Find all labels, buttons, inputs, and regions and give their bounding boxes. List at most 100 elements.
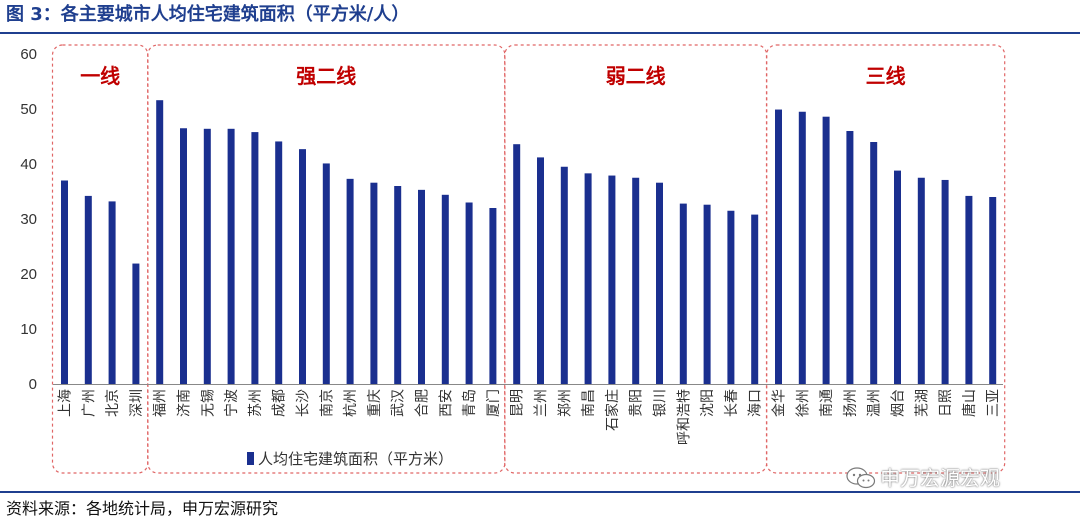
- x-tick-label: 长春: [724, 389, 740, 417]
- y-tick-label: 30: [20, 211, 37, 228]
- bar: [703, 204, 711, 384]
- bar: [584, 173, 592, 384]
- x-tick-label: 重庆: [367, 389, 383, 417]
- x-tick-label: 昆明: [510, 389, 526, 417]
- bar: [108, 201, 116, 384]
- group-box-3: [765, 44, 1006, 474]
- x-tick-label: 苏州: [248, 389, 264, 417]
- x-tick-label: 唐山: [961, 389, 978, 417]
- bar: [418, 189, 425, 384]
- bar: [61, 180, 68, 384]
- x-tick-label: 宁波: [223, 389, 240, 417]
- bar: [608, 175, 616, 384]
- x-tick-label: 石家庄: [604, 389, 621, 431]
- bar: [751, 214, 759, 384]
- bar: [132, 263, 140, 384]
- x-tick-label: 合肥: [415, 389, 431, 417]
- x-tick-label: 北京: [105, 389, 121, 417]
- x-tick-label: 沈阳: [700, 389, 716, 417]
- x-tick-label: 日照: [938, 389, 954, 417]
- group-label: 三线: [866, 64, 906, 88]
- bar: [822, 116, 830, 384]
- x-tick-label: 芜湖: [913, 389, 930, 417]
- x-tick-label: 兰州: [534, 389, 550, 417]
- x-tick-label: 银川: [653, 389, 669, 417]
- bar: [513, 144, 521, 384]
- group-box-1: [147, 44, 506, 474]
- bar: [84, 195, 92, 384]
- x-tick-label: 深圳: [129, 389, 145, 417]
- bar-chart: 一线 强二线 弱二线 三线 0 10 20 30 40 50 60 上海 广州 北京 深圳 福州 济南 无锡 宁波苏…: [20, 44, 1006, 474]
- group-label: 一线: [80, 64, 120, 88]
- bar: [656, 182, 663, 384]
- bar: [322, 163, 330, 384]
- bar: [965, 195, 973, 384]
- x-tick-label: 福州: [153, 389, 169, 417]
- y-tick-label: 0: [29, 376, 37, 393]
- x-tick-label: 扬州: [843, 389, 859, 417]
- bar: [846, 131, 854, 384]
- bar: [560, 166, 568, 384]
- bar: [227, 128, 235, 384]
- y-tick-label: 50: [20, 101, 37, 118]
- x-tick-label: 长沙: [296, 389, 312, 417]
- title-rule: [0, 32, 1080, 34]
- bar: [156, 100, 164, 384]
- group-label: 强二线: [296, 64, 356, 88]
- legend-swatch: [247, 452, 254, 465]
- bar: [251, 132, 259, 384]
- bar: [632, 177, 640, 384]
- footer-rule: [0, 491, 1080, 493]
- bar: [941, 179, 949, 384]
- wechat-icon: [846, 467, 876, 489]
- x-tick-label: 武汉: [391, 389, 407, 417]
- x-tick-label: 徐州: [795, 389, 811, 417]
- bar: [441, 194, 449, 384]
- bar: [989, 197, 997, 384]
- bar: [775, 109, 782, 385]
- y-tick-label: 40: [20, 156, 37, 173]
- bar: [203, 128, 211, 384]
- x-tick-label: 海口: [748, 389, 764, 417]
- x-tick-label: 杭州: [343, 389, 359, 417]
- x-tick-label: 三亚: [986, 389, 1002, 417]
- group-label: 弱二线: [606, 64, 666, 88]
- x-tick-label: 广州: [81, 389, 97, 417]
- bar: [346, 178, 354, 384]
- x-tick-label: 成都: [272, 389, 288, 417]
- x-tick-label: 烟台: [891, 389, 907, 417]
- x-tick-label: 郑州: [557, 389, 573, 417]
- y-tick-label: 10: [20, 321, 37, 338]
- bar: [679, 203, 687, 384]
- source-note: 资料来源：各地统计局，申万宏源研究: [6, 499, 279, 518]
- x-tick-label: 青岛: [462, 389, 478, 417]
- bar: [798, 111, 806, 384]
- x-tick-label: 上海: [58, 389, 74, 417]
- bar: [394, 186, 402, 384]
- x-tick-label: 金华: [772, 389, 788, 417]
- x-tick-label: 南通: [819, 389, 835, 417]
- x-tick-label: 厦门: [486, 389, 502, 417]
- bar: [275, 141, 283, 384]
- x-tick-label: 南京: [319, 389, 335, 417]
- watermark-text: 申万宏源宏观: [880, 466, 1000, 490]
- x-tick-label: 西安: [438, 389, 454, 417]
- x-tick-label: 呼和浩特: [676, 389, 692, 445]
- y-tick-label: 60: [20, 46, 37, 63]
- y-tick-label: 20: [20, 266, 37, 283]
- bar: [727, 210, 735, 384]
- x-tick-label: 贵阳: [629, 389, 645, 417]
- bar: [870, 142, 878, 384]
- x-tick-label: 南昌: [581, 389, 597, 417]
- x-tick-label: 济南: [177, 389, 193, 417]
- x-tick-label: 温州: [867, 389, 883, 417]
- bar: [917, 177, 925, 384]
- chart-title: 图 3：各主要城市人均住宅建筑面积（平方米/人）: [6, 4, 410, 25]
- bar: [894, 170, 901, 384]
- bar: [299, 149, 306, 384]
- bar: [180, 128, 187, 384]
- bar: [537, 157, 544, 384]
- bar: [489, 208, 497, 384]
- x-tick-label: 无锡: [200, 389, 216, 417]
- bar: [465, 202, 473, 384]
